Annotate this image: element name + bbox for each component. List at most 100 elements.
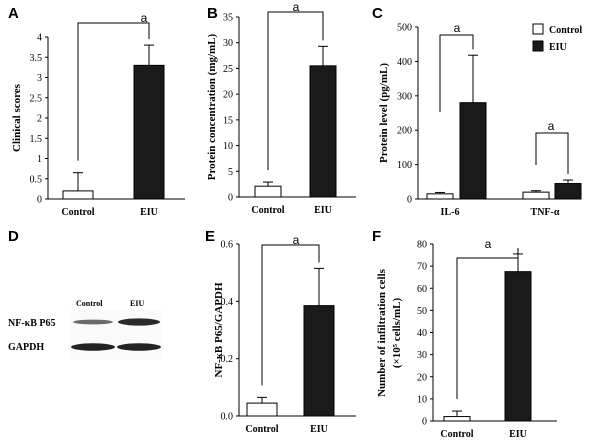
- y-tick-label: 0: [37, 195, 42, 206]
- y-tick-label: 30: [417, 350, 427, 361]
- significance-label: a: [454, 21, 461, 35]
- bar-eiu-il6: [459, 102, 487, 200]
- y-tick-label: 80: [417, 240, 427, 251]
- significance-bracket: [261, 244, 320, 386]
- bar-eiu: [309, 65, 337, 198]
- panel-letter-e: E: [205, 228, 215, 245]
- x-category-label: Control: [440, 429, 473, 440]
- blot-band-gapdh-control: [71, 343, 115, 351]
- y-tick-label: 20: [417, 372, 427, 383]
- y-tick-label: 2.5: [30, 93, 43, 104]
- significance-bracket: [439, 34, 474, 112]
- y-tick-label: 35: [223, 13, 233, 24]
- x-category-label: EIU: [310, 424, 328, 435]
- y-tick-label: 40: [417, 328, 427, 339]
- y-tick-label: 400: [397, 57, 412, 68]
- bar-control: [254, 185, 282, 198]
- bar-eiu: [133, 64, 165, 200]
- y-tick-label: 20: [223, 90, 233, 101]
- blot-row-nfkb: NF-κB P65: [8, 318, 56, 329]
- y-tick-label: 0.4: [221, 297, 234, 308]
- legend: Control EIU: [532, 23, 582, 53]
- y-tick-label: 2: [37, 114, 42, 125]
- y-axis-label: Protein level (pg/mL): [378, 63, 390, 163]
- blot-column-control: Control: [76, 299, 103, 308]
- y-tick-label: 500: [397, 23, 412, 34]
- x-category-label: EIU: [140, 207, 158, 218]
- y-axis-label: Number of infiltration cells: [376, 268, 388, 397]
- y-tick-label: 1: [37, 154, 42, 165]
- y-axis-label: Clinical scores: [11, 83, 23, 152]
- significance-label: a: [293, 233, 300, 247]
- bar-control-il6: [426, 193, 454, 200]
- y-tick-label: 200: [397, 126, 412, 137]
- blot-row-gapdh: GAPDH: [8, 342, 44, 353]
- x-category-label: EIU: [314, 205, 332, 216]
- blot-membrane: [70, 310, 162, 360]
- y-axis-label: Protein concentration (mg/mL): [206, 33, 218, 180]
- legend-label-control: Control: [549, 25, 582, 36]
- x-category-label: TNF-α: [531, 207, 560, 218]
- y-tick-label: 0: [407, 195, 412, 206]
- chart-e: 0.0 0.2 0.4 0.6 Control EIU a NF-κB P65/GAPDH: [213, 233, 356, 435]
- y-tick-label: 0.6: [221, 240, 234, 251]
- x-category-label: IL-6: [441, 207, 460, 218]
- panel-letter-c: C: [372, 5, 383, 22]
- panel-letter-a: A: [8, 5, 19, 22]
- significance-label: a: [141, 11, 148, 25]
- blot-band-nfkb-eiu: [118, 318, 160, 326]
- panel-letter-f: F: [372, 228, 381, 245]
- bar-eiu: [504, 271, 532, 422]
- y-tick-label: 10: [417, 394, 427, 405]
- bar-eiu-tnfa: [554, 183, 582, 200]
- y-tick-label: 30: [223, 38, 233, 49]
- chart-b: 0 5 10 15 20 25 30 35 Control EIU a Protein concent…: [206, 0, 356, 216]
- legend-label-eiu: EIU: [549, 42, 567, 53]
- y-tick-label: 70: [417, 262, 427, 273]
- y-tick-label: 0: [228, 193, 233, 204]
- legend-swatch-control: [532, 23, 544, 35]
- bar-control-tnfa: [522, 191, 550, 200]
- bar-control: [246, 402, 278, 417]
- panel-letter-b: B: [207, 5, 218, 22]
- blot-band-nfkb-control: [73, 319, 113, 325]
- y-tick-label: 10: [223, 141, 233, 152]
- y-axis-label-units: (×10⁵ cells/mL): [391, 297, 403, 368]
- x-category-label: EIU: [509, 429, 527, 440]
- significance-bracket: [535, 132, 569, 175]
- chart-a: 0 0.5 1 1.5 2 2.5 3 3.5 4 Control EIU a Clinical sco…: [11, 11, 185, 218]
- chart-f: 0 10 20 30 40 50 60 70 80 Control EIU a Number of in…: [376, 237, 557, 440]
- panel-letter-d: D: [8, 228, 19, 245]
- y-tick-label: 50: [417, 306, 427, 317]
- x-category-label: Control: [251, 205, 284, 216]
- significance-label: a: [548, 119, 555, 133]
- y-axis-label: NF-κB P65/GAPDH: [213, 282, 225, 377]
- y-tick-label: 60: [417, 284, 427, 295]
- bar-control: [443, 416, 471, 422]
- legend-swatch-eiu: [532, 40, 544, 52]
- bar-eiu: [303, 305, 335, 417]
- chart-c: 0 100 200 300 400 500 IL-6 TNF-α a a Protein level…: [378, 21, 582, 218]
- western-blot: Control EIU NF-κB P65 GAPDH: [8, 299, 162, 360]
- y-tick-label: 0.5: [30, 174, 43, 185]
- y-tick-label: 1.5: [30, 134, 43, 145]
- y-tick-label: 25: [223, 64, 233, 75]
- blot-band-gapdh-eiu: [117, 343, 161, 351]
- significance-bracket: [77, 22, 150, 161]
- y-tick-label: 3.5: [30, 53, 43, 64]
- y-tick-label: 100: [397, 160, 412, 171]
- bar-control: [62, 190, 94, 200]
- y-tick-label: 3: [37, 73, 42, 84]
- y-tick-label: 0: [422, 417, 427, 428]
- x-category-label: Control: [61, 207, 94, 218]
- blot-column-eiu: EIU: [130, 299, 144, 308]
- y-tick-label: 0.2: [221, 354, 234, 365]
- significance-label: a: [485, 237, 492, 251]
- y-tick-label: 4: [37, 33, 42, 44]
- y-tick-label: 0.0: [221, 412, 234, 423]
- significance-bracket: [267, 11, 324, 171]
- significance-label: a: [293, 0, 300, 14]
- y-tick-label: 5: [228, 167, 233, 178]
- y-tick-label: 15: [223, 115, 233, 126]
